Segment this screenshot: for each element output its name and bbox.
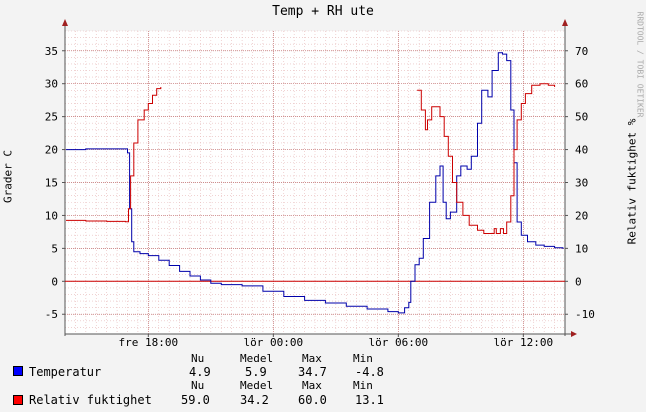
- tick-labels: -5 0 5 10 15 20 25 30 35 -10 0 10 20 30 40 50 60 70 fre 18…: [45, 45, 595, 349]
- legend-rh-nu: 59.0: [181, 393, 210, 407]
- legend-header-medel-2: Medel: [240, 379, 274, 392]
- y-axis-left-arrow: [62, 19, 68, 26]
- legend-header-min-2: Min: [353, 379, 373, 392]
- y-tick-left-label: 0: [51, 275, 58, 288]
- series-line-humidity: [417, 83, 556, 234]
- legend-header-nu-2: Nu: [191, 379, 205, 392]
- legend-label-temperature: Temperatur: [29, 365, 102, 379]
- legend-rh-max: 60.0: [298, 393, 327, 407]
- watermark: RRDTOOL / TOBI OETIKER: [635, 11, 645, 118]
- y-tick-left-label: 35: [45, 45, 58, 58]
- y-tick-right-label: 70: [575, 45, 588, 58]
- legend-swatch-temperature: [13, 366, 23, 376]
- legend-header-max-2: Max: [302, 379, 322, 392]
- y-axis-left-label: Grader C: [1, 150, 15, 203]
- y-tick-right-label: 30: [575, 177, 588, 190]
- y-tick-left-label: 25: [45, 111, 58, 124]
- y-axis-right-arrow: [562, 19, 568, 26]
- legend-temp-min: -4.8: [355, 365, 384, 379]
- x-tick-label: lör 12:00: [494, 336, 554, 349]
- legend-temp-max: 34.7: [298, 365, 327, 379]
- x-tick-label: lör 06:00: [369, 336, 429, 349]
- y-tick-right-label: 20: [575, 209, 588, 222]
- legend-rh-min: 13.1: [355, 393, 384, 407]
- y-tick-right-label: 50: [575, 111, 588, 124]
- y-tick-right-label: 10: [575, 242, 588, 255]
- y-tick-right-label: -10: [575, 308, 595, 321]
- x-axis-arrow: [571, 331, 577, 337]
- y-tick-right-label: 0: [575, 275, 582, 288]
- y-tick-left-label: 15: [45, 177, 58, 190]
- y-tick-left-label: 5: [51, 242, 58, 255]
- legend-rh-medel: 34.2: [240, 393, 269, 407]
- legend-label-humidity: Relativ fuktighet: [29, 393, 152, 407]
- series-line-temperature: [66, 52, 564, 314]
- legend-header-medel: Medel: [240, 352, 274, 365]
- legend-header-max: Max: [302, 352, 322, 365]
- chart-title: Temp + RH ute: [272, 4, 374, 19]
- y-tick-right-label: 40: [575, 144, 588, 157]
- legend-swatch-humidity: [13, 395, 23, 405]
- y-tick-left-label: 30: [45, 78, 58, 91]
- y-tick-right-label: 60: [575, 78, 588, 91]
- y-tick-left-label: -5: [45, 308, 58, 321]
- x-tick-label: lör 00:00: [244, 336, 304, 349]
- legend-temp-nu: 4.9: [189, 365, 211, 379]
- legend-header-nu: Nu: [191, 352, 205, 365]
- axes: [62, 19, 577, 337]
- y-tick-left-label: 10: [45, 209, 58, 222]
- series-group: [66, 52, 564, 314]
- series-line-humidity: [66, 87, 162, 223]
- y-tick-left-label: 20: [45, 144, 58, 157]
- x-tick-label: fre 18:00: [119, 336, 179, 349]
- legend-temp-medel: 5.9: [245, 365, 267, 379]
- legend-header-min: Min: [353, 352, 373, 365]
